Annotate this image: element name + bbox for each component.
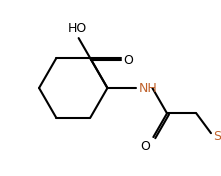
Text: NH: NH	[139, 81, 157, 95]
Text: HO: HO	[68, 22, 87, 35]
Text: S: S	[213, 130, 221, 143]
Text: O: O	[124, 54, 133, 67]
Text: O: O	[141, 140, 151, 153]
